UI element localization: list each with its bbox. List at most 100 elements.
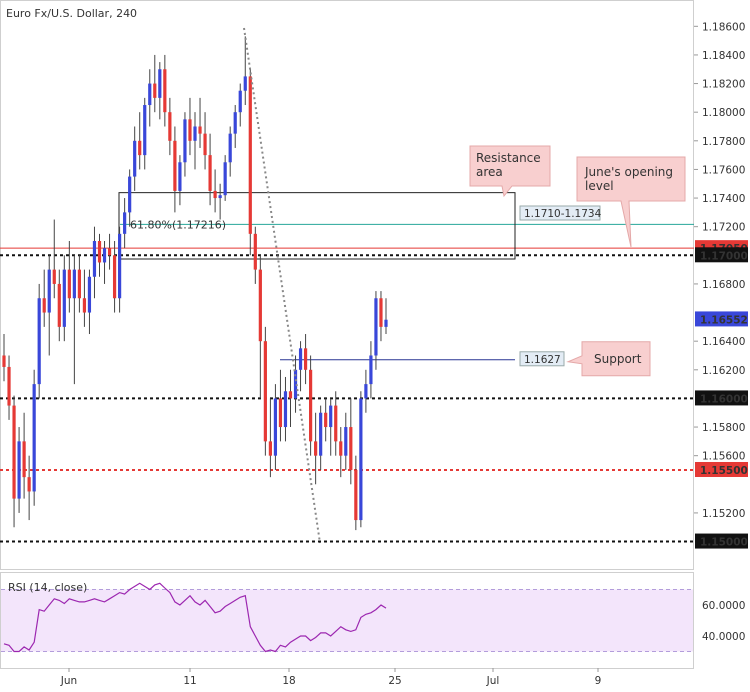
price-tag-label: 1.16552: [700, 314, 748, 326]
candle-body: [163, 69, 167, 113]
price-tags: 1.170501.170001.165521.160001.155001.150…: [695, 240, 748, 549]
price-tag-label: 1.16000: [700, 393, 748, 405]
y-tick-label: 1.16200: [702, 365, 745, 377]
x-tick-label: 9: [595, 675, 602, 687]
rsi-line: [3, 582, 387, 653]
candle-body: [72, 269, 76, 299]
y-tick-label: 1.17800: [702, 136, 745, 148]
y-tick-label: 1.16800: [702, 279, 745, 291]
candle-body: [198, 126, 202, 134]
rsi-title: RSI (14, close): [8, 581, 87, 594]
rsi-band: [1, 589, 693, 652]
candle-body: [359, 398, 363, 521]
x-tick-label: 25: [388, 675, 401, 687]
rsi-tick-label: 60.0000: [702, 600, 745, 612]
candle-body: [329, 405, 333, 428]
candle-body: [133, 140, 137, 177]
resistance-range-label: 1.1710-1.1734: [524, 208, 602, 220]
candle-body: [112, 255, 117, 299]
resistance-callout-text: Resistance: [476, 151, 541, 165]
candle-body: [37, 298, 41, 385]
candlestick-series: [2, 36, 388, 531]
candle-body: [173, 140, 177, 191]
price-tag: [695, 247, 748, 263]
candle-body: [102, 248, 107, 263]
candle-body: [168, 112, 172, 141]
candle-body: [233, 112, 237, 134]
candle-body: [77, 269, 81, 299]
candle-body: [258, 269, 262, 342]
resistance-range-tag: [519, 205, 601, 221]
candle-body: [42, 298, 46, 313]
price-tag: [695, 533, 748, 549]
candle-body: [309, 369, 313, 442]
candle-body: [248, 76, 252, 234]
y-tick-label: 1.18600: [702, 21, 745, 33]
candle-body: [354, 469, 358, 521]
candle-body: [208, 155, 212, 191]
support-tag: [519, 351, 565, 367]
y-tick-label: 1.18200: [702, 79, 745, 91]
resistance-callout: [469, 145, 551, 198]
candle-body: [62, 269, 66, 327]
candle-body: [283, 391, 288, 428]
candle-body: [118, 233, 122, 299]
candle-body: [82, 298, 87, 313]
candle-body: [107, 248, 112, 256]
candle-body: [213, 190, 217, 199]
candle-body: [263, 341, 267, 442]
rsi-indicator: 60.0000 40.0000: [1, 582, 745, 653]
june-open-callout: [576, 156, 686, 248]
candle-body: [178, 162, 182, 191]
candle-body: [379, 298, 383, 327]
candle-body: [183, 119, 187, 163]
rsi-tick-label: 40.0000: [702, 631, 745, 643]
price-tag-label: 1.17000: [700, 250, 748, 262]
candle-body: [92, 240, 97, 277]
price-tag-label: 1.15500: [700, 465, 748, 477]
price-tag: [695, 390, 748, 406]
support-tag-label: 1.1627: [524, 354, 561, 366]
candle-body: [303, 348, 308, 370]
candle-body: [47, 269, 51, 313]
candle-body: [128, 176, 132, 213]
y-tick-label: 1.15800: [702, 422, 745, 434]
june-open-text: level: [585, 179, 614, 193]
candle-body: [364, 384, 368, 399]
candle-body: [349, 427, 353, 470]
support-callout-text: Support: [594, 352, 642, 366]
x-tick-label: 18: [282, 675, 295, 687]
y-tick-label: 1.18400: [702, 50, 745, 62]
candle-body: [369, 355, 373, 385]
candle-body: [57, 283, 61, 327]
candle-body: [87, 276, 92, 313]
y-tick-label: 1.17600: [702, 164, 745, 176]
y-tick-label: 1.17400: [702, 193, 745, 205]
candle-body: [253, 233, 257, 270]
candle-body: [123, 212, 127, 234]
price-tag: [695, 311, 748, 327]
candle-body: [7, 366, 11, 406]
candle-body: [334, 405, 338, 442]
candle-body: [288, 391, 293, 399]
candle-body: [319, 412, 323, 456]
candle-body: [52, 269, 56, 284]
candle-body: [314, 441, 318, 456]
candle-body: [97, 240, 102, 263]
y-axis: 1.18600 1.18400 1.18200 1.18000 1.17800 1.176…: [694, 21, 745, 520]
candle-body: [339, 441, 343, 456]
candle-body: [228, 133, 232, 163]
trend-line: [243, 27, 321, 544]
x-tick-label: Jun: [60, 675, 77, 687]
main-pane-border: [0, 0, 694, 570]
y-tick-label: 1.15200: [702, 508, 745, 520]
candle-body: [374, 298, 378, 356]
candle-body: [193, 126, 197, 141]
candle-body: [153, 83, 157, 98]
y-tick-label: 1.16400: [702, 336, 745, 348]
price-tag-label: 1.15000: [700, 537, 748, 549]
candle-body: [268, 441, 272, 456]
candle-body: [17, 441, 21, 499]
price-tag: [695, 461, 748, 477]
